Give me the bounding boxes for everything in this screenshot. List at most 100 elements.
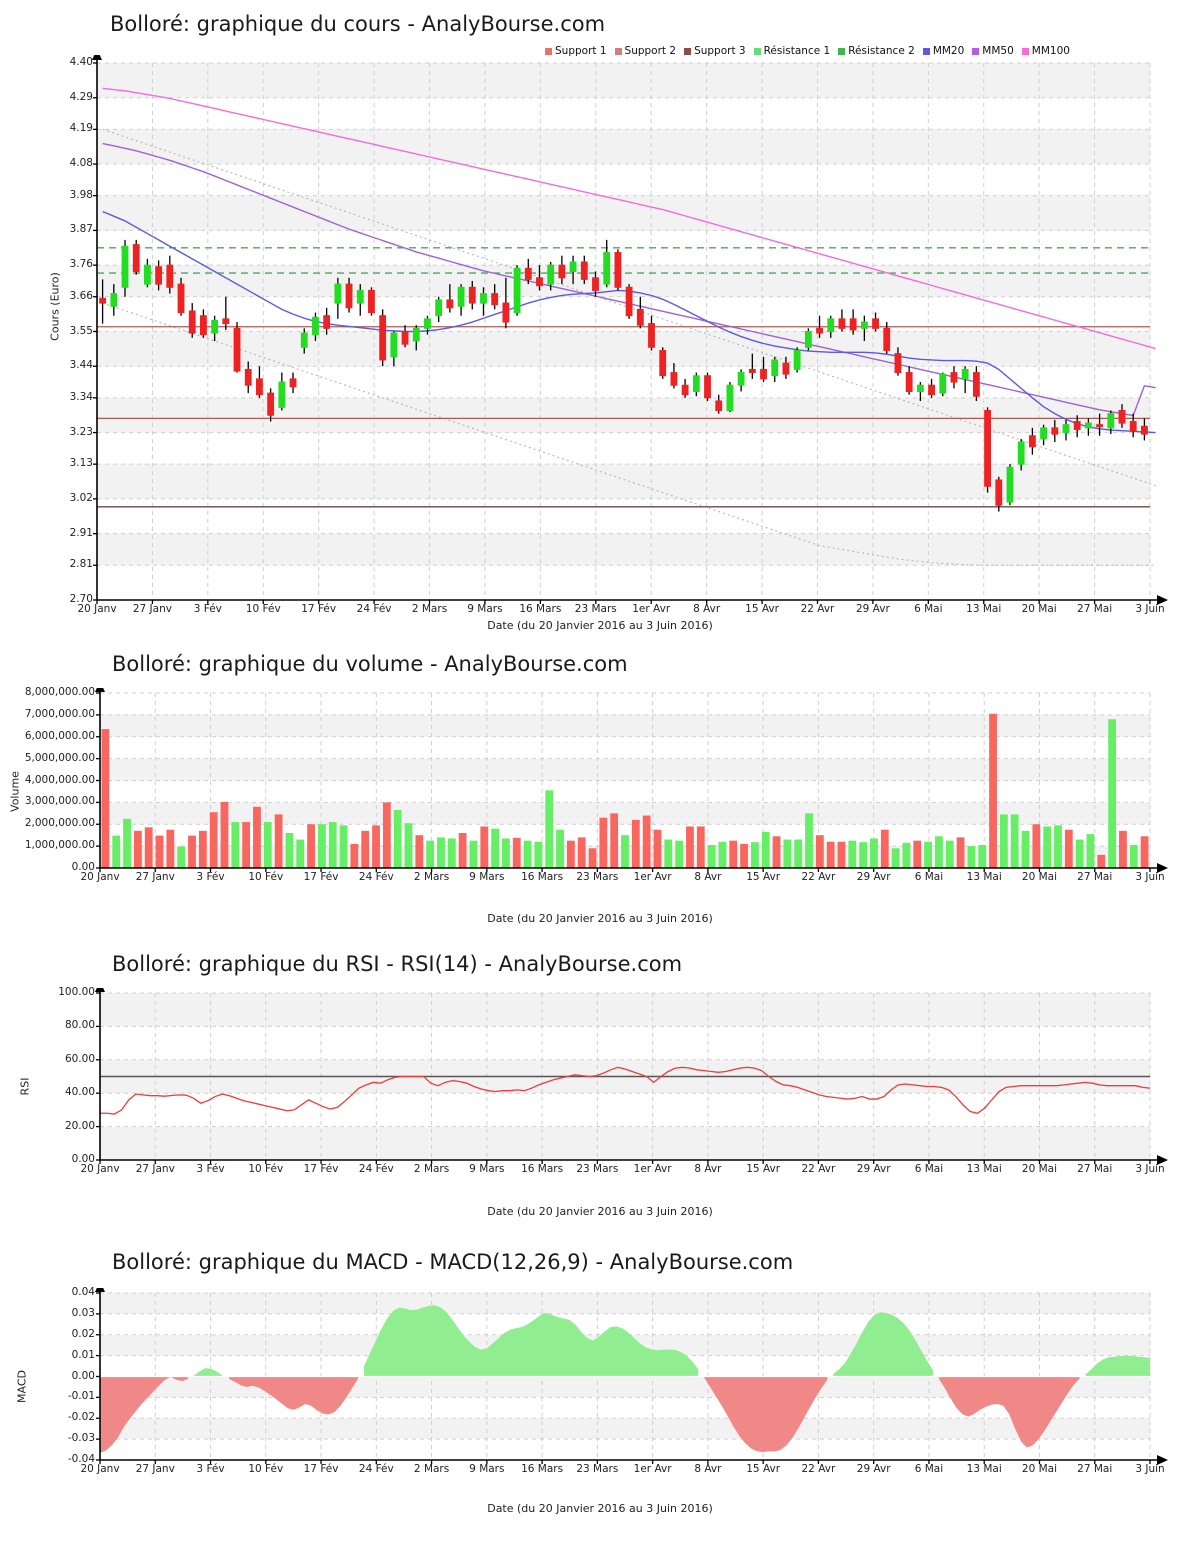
rsi-chart-title: Bolloré: graphique du RSI - RSI(14) - An… — [112, 952, 683, 976]
rsi-plot-area — [0, 988, 1200, 1188]
legend-label: MM20 — [932, 45, 965, 57]
volume-x-tick-8: 16 Mars — [521, 871, 564, 883]
macd-y-tick-3: 0.01 — [71, 1348, 95, 1361]
price-x-tick-7: 9 Mars — [467, 603, 503, 615]
volume-x-tick-13: 22 Avr — [801, 871, 836, 883]
volume-x-tick-10: 1er Avr — [633, 871, 672, 883]
volume-x-axis-label: Date (du 20 Janvier 2016 au 3 Juin 2016) — [487, 912, 713, 925]
price-y-tick-4: 3.98 — [69, 188, 93, 201]
macd-x-tick-17: 20 Mai — [1021, 1463, 1058, 1475]
legend-label: Résistance 2 — [848, 45, 915, 57]
rsi-x-tick-8: 16 Mars — [521, 1163, 564, 1175]
macd-x-tick-5: 24 Fév — [358, 1463, 394, 1475]
price-y-tick-7: 3.66 — [69, 289, 93, 302]
macd-y-tick-0: 0.04 — [71, 1286, 95, 1298]
volume-x-tick-16: 13 Mai — [966, 871, 1002, 883]
volume-x-tick-5: 24 Fév — [358, 871, 394, 883]
macd-y-tick-4: 0.00 — [71, 1369, 95, 1382]
rsi-y-tick-4: 20.00 — [64, 1119, 95, 1132]
rsi-x-tick-7: 9 Mars — [469, 1163, 505, 1175]
price-x-tick-12: 15 Avr — [745, 603, 779, 615]
legend-swatch-icon — [614, 47, 622, 55]
price-x-tick-10: 1er Avr — [632, 603, 671, 615]
price-x-tick-0: 20 Janv — [77, 603, 117, 615]
volume-x-tick-14: 29 Avr — [856, 871, 891, 883]
macd-x-tick-7: 9 Mars — [469, 1463, 505, 1475]
price-x-tick-6: 2 Mars — [411, 603, 448, 615]
volume-x-tick-2: 3 Fév — [196, 871, 225, 883]
rsi-x-tick-17: 20 Mai — [1021, 1163, 1058, 1175]
macd-y-tick-5: -0.01 — [67, 1390, 95, 1403]
price-chart-legend: Support 1 Support 2 Support 3 Résistance 1 R… — [545, 45, 1075, 57]
macd-x-tick-6: 2 Mars — [413, 1463, 450, 1475]
price-y-tick-1: 4.29 — [69, 90, 93, 103]
volume-y-tick-0: 8,000,000.00 — [24, 686, 95, 698]
price-y-tick-0: 4.40 — [69, 56, 93, 68]
legend-label: Résistance 1 — [763, 45, 831, 57]
macd-plot-area — [0, 1288, 1200, 1488]
price-y-tick-15: 2.81 — [69, 558, 93, 571]
rsi-x-tick-5: 24 Fév — [358, 1163, 394, 1175]
macd-y-tick-2: 0.02 — [71, 1327, 95, 1340]
price-y-tick-16: 2.70 — [69, 593, 93, 605]
price-y-tick-14: 2.91 — [69, 526, 93, 539]
legend-label: Support 1 — [555, 45, 607, 57]
price-x-tick-9: 23 Mars — [574, 603, 617, 615]
price-x-tick-18: 27 Mai — [1077, 603, 1113, 615]
rsi-x-tick-15: 6 Mai — [914, 1163, 944, 1175]
price-x-tick-5: 24 Fév — [356, 603, 392, 615]
macd-x-tick-8: 16 Mars — [521, 1463, 564, 1475]
legend-item-3: Résistance 1 — [753, 45, 831, 57]
rsi-y-tick-1: 80.00 — [64, 1019, 95, 1032]
price-x-tick-16: 13 Mai — [966, 603, 1002, 615]
volume-x-tick-17: 20 Mai — [1021, 871, 1058, 883]
macd-x-tick-9: 23 Mars — [576, 1463, 619, 1475]
rsi-x-tick-14: 29 Avr — [856, 1163, 891, 1175]
macd-y-tick-6: -0.02 — [67, 1411, 95, 1424]
legend-swatch-icon — [1021, 47, 1029, 55]
macd-y-tick-1: 0.03 — [71, 1306, 95, 1319]
price-x-tick-3: 10 Fév — [245, 603, 281, 615]
macd-x-tick-1: 27 Janv — [135, 1463, 175, 1475]
macd-x-axis-label: Date (du 20 Janvier 2016 au 3 Juin 2016) — [487, 1502, 713, 1515]
price-x-tick-17: 20 Mai — [1021, 603, 1057, 615]
rsi-chart-panel: Bolloré: graphique du RSI - RSI(14) - An… — [0, 940, 1200, 1240]
volume-x-tick-0: 20 Janv — [80, 871, 120, 883]
price-y-tick-5: 3.87 — [69, 223, 93, 236]
volume-x-tick-19: 3 Juin — [1135, 871, 1165, 883]
price-y-tick-6: 3.76 — [69, 258, 93, 271]
rsi-y-tick-2: 60.00 — [64, 1052, 95, 1065]
legend-item-5: MM20 — [922, 45, 965, 57]
macd-chart-title: Bolloré: graphique du MACD - MACD(12,26,… — [112, 1250, 794, 1274]
macd-x-tick-13: 22 Avr — [801, 1463, 836, 1475]
price-x-tick-4: 17 Fév — [301, 603, 337, 615]
rsi-x-tick-1: 27 Janv — [135, 1163, 175, 1175]
macd-x-tick-15: 6 Mai — [914, 1463, 944, 1475]
rsi-x-tick-11: 8 Avr — [694, 1163, 722, 1175]
macd-y-axis-label: MACD — [15, 1370, 29, 1403]
legend-label: Support 2 — [624, 45, 677, 57]
rsi-x-tick-3: 10 Fév — [248, 1163, 284, 1175]
legend-item-2: Support 3 — [684, 45, 746, 57]
rsi-x-tick-10: 1er Avr — [633, 1163, 672, 1175]
legend-swatch-icon — [753, 47, 761, 55]
price-x-tick-1: 27 Janv — [132, 603, 172, 615]
macd-x-tick-14: 29 Avr — [856, 1463, 891, 1475]
price-chart-title: Bolloré: graphique du cours - AnalyBours… — [110, 12, 606, 36]
volume-y-tick-7: 1,000,000.00 — [24, 839, 95, 852]
rsi-x-tick-18: 27 Mai — [1077, 1163, 1113, 1175]
macd-x-tick-10: 1er Avr — [633, 1463, 672, 1475]
rsi-y-tick-0: 100.00 — [58, 986, 95, 998]
price-x-tick-14: 29 Avr — [855, 603, 890, 615]
volume-y-axis-label: Volume — [8, 771, 22, 812]
volume-x-tick-3: 10 Fév — [248, 871, 284, 883]
volume-y-tick-4: 4,000,000.00 — [24, 773, 95, 786]
macd-y-tick-8: -0.04 — [67, 1453, 95, 1465]
price-y-tick-8: 3.55 — [69, 324, 93, 337]
macd-chart-panel: Bolloré: graphique du MACD - MACD(12,26,… — [0, 1240, 1200, 1545]
macd-x-tick-4: 17 Fév — [303, 1463, 339, 1475]
macd-x-tick-16: 13 Mai — [966, 1463, 1002, 1475]
rsi-x-tick-4: 17 Fév — [303, 1163, 339, 1175]
price-y-tick-10: 3.34 — [69, 390, 93, 403]
volume-x-tick-7: 9 Mars — [469, 871, 505, 883]
